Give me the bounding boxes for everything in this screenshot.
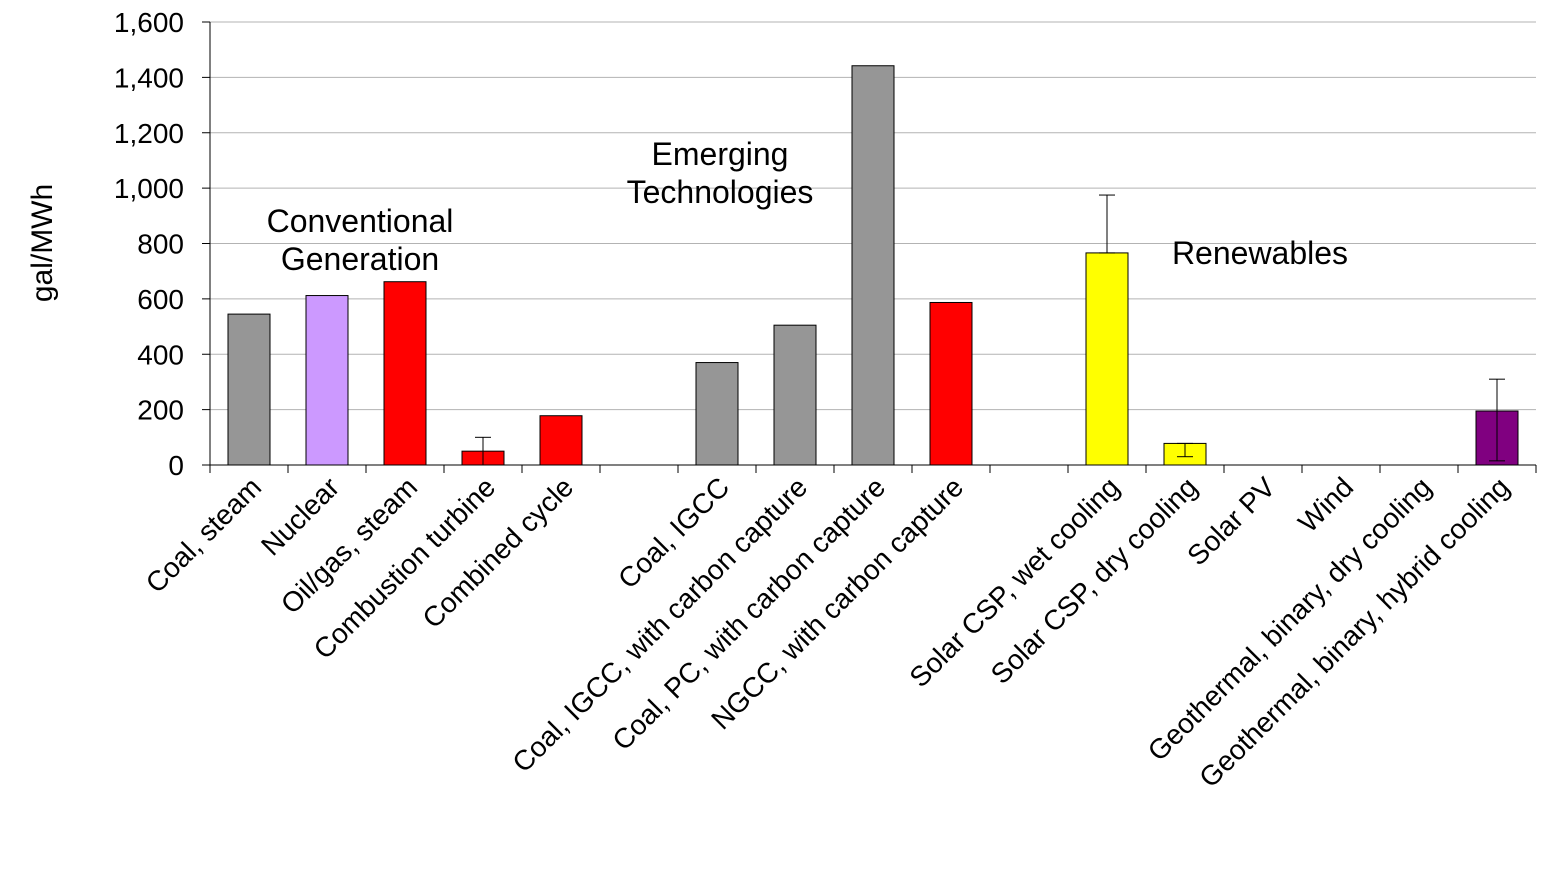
y-tick-label: 400 — [137, 339, 184, 370]
annotation-emerging-technologies: Emerging Technologies — [627, 136, 814, 210]
error-bars — [475, 194, 1505, 466]
bar-coal-igcc-with-carbon-capture — [773, 324, 817, 466]
y-tick-label: 600 — [137, 284, 184, 315]
error-bar-solar-csp-wet-cooling — [1099, 194, 1115, 254]
bar-solar-csp-wet-cooling — [1085, 252, 1129, 466]
x-tick-label: Oil/gas, steam — [275, 471, 423, 619]
y-tick-label: 1,200 — [114, 118, 184, 149]
bar-coal-steam — [227, 313, 271, 466]
y-axis-label: gal/MWh — [26, 184, 59, 302]
x-tick-label: Coal, steam — [140, 471, 268, 599]
x-tick-label: Wind — [1292, 471, 1359, 538]
axes — [202, 21, 1537, 473]
error-bar-solar-csp-dry-cooling — [1177, 442, 1193, 458]
bar-coal-igcc — [695, 362, 739, 466]
annotations: Conventional Generation Emerging Technologi… — [267, 136, 1348, 277]
x-tick-label: Geothermal, binary, dry cooling — [1142, 471, 1438, 767]
y-tick-label: 0 — [168, 450, 184, 481]
bar-ngcc-with-carbon-capture — [929, 301, 973, 466]
y-tick-label: 1,400 — [114, 62, 184, 93]
annotation-conventional-generation: Conventional Generation — [267, 203, 454, 277]
x-tick-label: Solar PV — [1181, 471, 1281, 571]
y-tick-label: 1,600 — [114, 7, 184, 38]
y-tick-label: 800 — [137, 229, 184, 260]
bars — [227, 65, 1519, 466]
y-tick-label: 1,000 — [114, 173, 184, 204]
bar-oil-gas-steam — [383, 281, 427, 466]
y-tick-labels: 0 200 400 600 800 1,000 1,200 1,400 1,600 — [114, 7, 184, 481]
bar-coal-pc-with-carbon-capture — [851, 65, 895, 466]
bar-nuclear — [305, 295, 349, 466]
error-bar-geothermal-binary-hybrid-cooling — [1489, 378, 1505, 462]
bar-combined-cycle — [539, 415, 583, 466]
annotation-renewables: Renewables — [1172, 235, 1348, 271]
y-tick-label: 200 — [137, 395, 184, 426]
